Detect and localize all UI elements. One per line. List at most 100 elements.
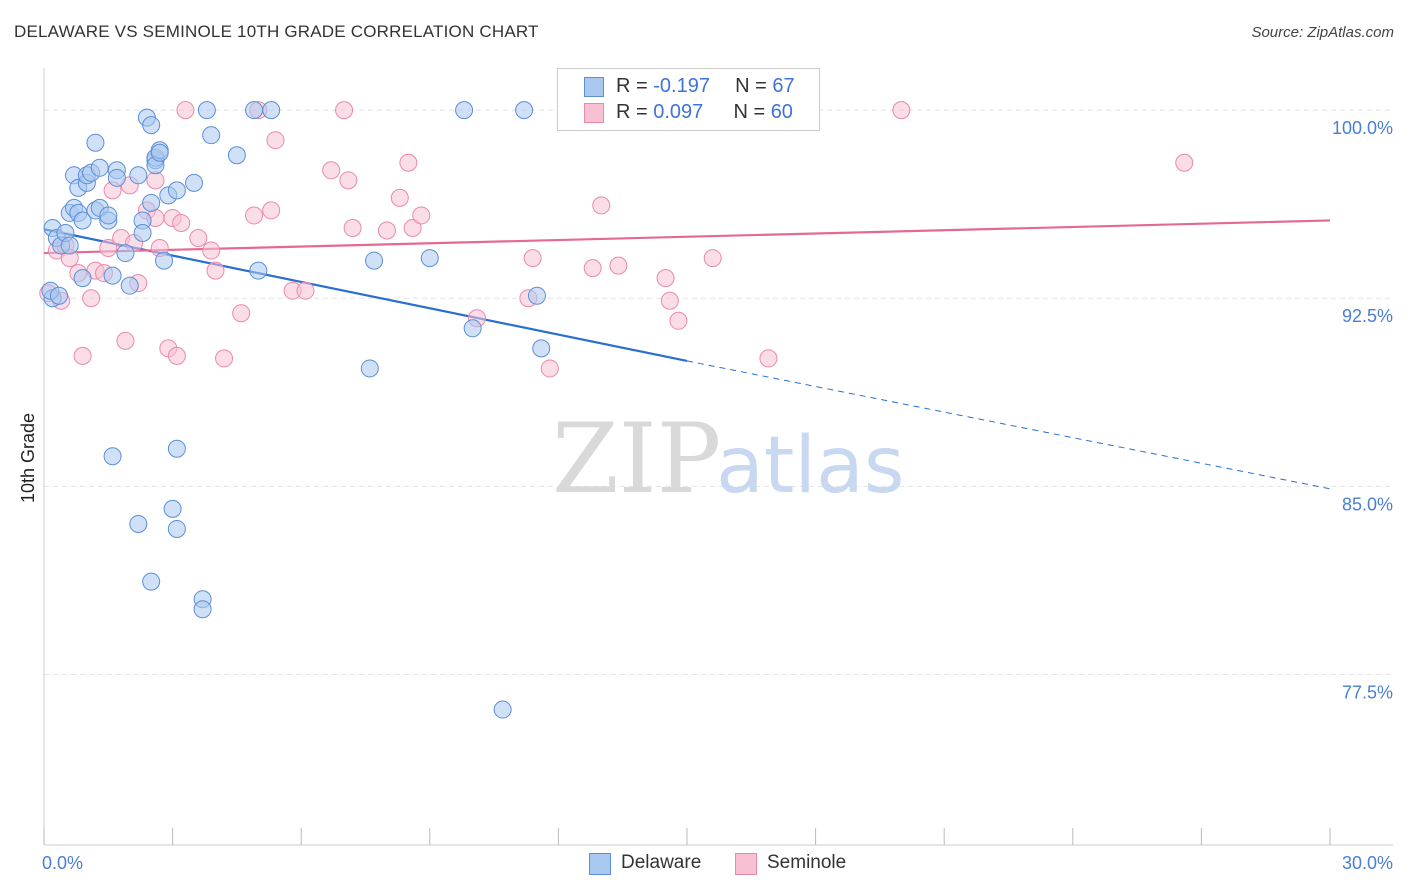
y-tick-label: 92.5% [1342, 306, 1393, 326]
delaware-point [167, 181, 186, 200]
bottom-legend-label-delaware: Delaware [621, 852, 702, 873]
seminole-point [322, 161, 341, 180]
seminole-point [202, 241, 221, 260]
delaware-point [142, 193, 161, 212]
delaware-point [107, 168, 126, 187]
seminole-point [656, 269, 675, 288]
seminole-point [73, 346, 92, 365]
y-tick-label: 100.0% [1332, 118, 1393, 138]
delaware-point [163, 499, 182, 518]
x-tick-label-max: 30.0% [1342, 853, 1393, 873]
delaware-point [167, 439, 186, 458]
seminole-point [523, 249, 542, 268]
y-tick-label: 85.0% [1342, 494, 1393, 514]
delaware-point [532, 339, 551, 358]
seminole-point [399, 153, 418, 172]
seminole-point [245, 206, 264, 225]
delaware-point [50, 286, 69, 305]
watermark: ZIP atlas [552, 403, 905, 515]
bottom-legend-swatch-seminole [735, 853, 757, 875]
seminole-point [82, 289, 101, 308]
delaware-point [249, 261, 268, 280]
legend-r-value: -0.197 [653, 75, 710, 97]
chart-title: DELAWARE VS SEMINOLE 10TH GRADE CORRELAT… [14, 22, 539, 41]
legend-swatch-delaware [584, 77, 604, 97]
seminole-point [116, 331, 135, 350]
watermark-zip: ZIP [552, 403, 721, 515]
seminole-point [703, 249, 722, 268]
seminole-point [592, 196, 611, 215]
seminole-point [892, 101, 911, 120]
delaware-point [515, 101, 534, 120]
y-tick-label: 77.5% [1342, 682, 1393, 702]
delaware-point [99, 206, 118, 225]
seminole-point [412, 206, 431, 225]
bottom-legend-label-seminole: Seminole [767, 852, 847, 873]
seminole-point [232, 304, 251, 323]
seminole-point [172, 213, 191, 232]
seminole-point [343, 218, 362, 237]
delaware-point [167, 519, 186, 538]
seminole-point [262, 201, 281, 220]
delaware-point [73, 269, 92, 288]
seminole-point [759, 349, 778, 368]
seminole-point [206, 261, 225, 280]
delaware-point [60, 236, 79, 255]
seminole-point [339, 171, 358, 190]
delaware-point [227, 146, 246, 165]
delaware-point [103, 266, 122, 285]
legend-r-value: 0.097 [653, 101, 704, 123]
legend-swatch-seminole [584, 103, 604, 123]
stats-legend: R = -0.197 N = 67 R = 0.097 N = 60 [557, 68, 820, 131]
seminole-point [403, 218, 422, 237]
seminole-trendline [43, 219, 1331, 255]
seminole-point [215, 349, 234, 368]
delaware-point [202, 126, 221, 145]
delaware-point [133, 224, 152, 242]
delaware-point [527, 286, 546, 305]
delaware-point [155, 251, 174, 270]
delaware-point [420, 249, 439, 268]
seminole-point [266, 131, 285, 150]
delaware-point [142, 572, 161, 591]
delaware-point [116, 244, 135, 263]
seminole-point [1175, 153, 1194, 172]
delaware-point [142, 116, 161, 135]
legend-r-label: R = [616, 75, 654, 97]
watermark-atlas: atlas [716, 421, 905, 511]
seminole-point [583, 259, 602, 278]
delaware-point [185, 173, 204, 192]
delaware-point [365, 251, 384, 270]
delaware-point [73, 211, 92, 230]
gridlines [44, 109, 1393, 675]
delaware-point [455, 101, 474, 120]
seminole-point [176, 101, 195, 120]
y-tick-labels: 77.5% 85.0% 92.5% 100.0% [1332, 118, 1393, 702]
legend-r-label: R = [616, 101, 654, 123]
seminole-point [669, 311, 688, 330]
legend-n-label: N = [733, 101, 771, 123]
legend-n-value: 60 [770, 101, 793, 123]
seminole-point [167, 346, 186, 365]
delaware-point [463, 319, 482, 338]
delaware-points [41, 101, 551, 719]
delaware-point [90, 158, 109, 177]
delaware-point [262, 101, 281, 120]
x-tick-label-min: 0.0% [42, 853, 83, 873]
seminole-point [335, 101, 354, 120]
delaware-point [129, 514, 148, 533]
legend-text-seminole: R = 0.097 N = 60 [616, 101, 793, 124]
delaware-point [103, 447, 122, 466]
y-axis-label: 10th Grade [18, 413, 38, 503]
seminole-point [660, 291, 679, 310]
delaware-point [245, 101, 264, 120]
seminole-points [39, 101, 1194, 378]
delaware-point [360, 359, 379, 378]
axes [43, 68, 1393, 846]
legend-text-delaware: R = -0.197 N = 67 [616, 75, 795, 98]
seminole-point [296, 281, 315, 300]
trendlines [43, 219, 1331, 490]
delaware-point [197, 101, 216, 120]
delaware-point [120, 276, 139, 295]
delaware-point [86, 133, 105, 152]
